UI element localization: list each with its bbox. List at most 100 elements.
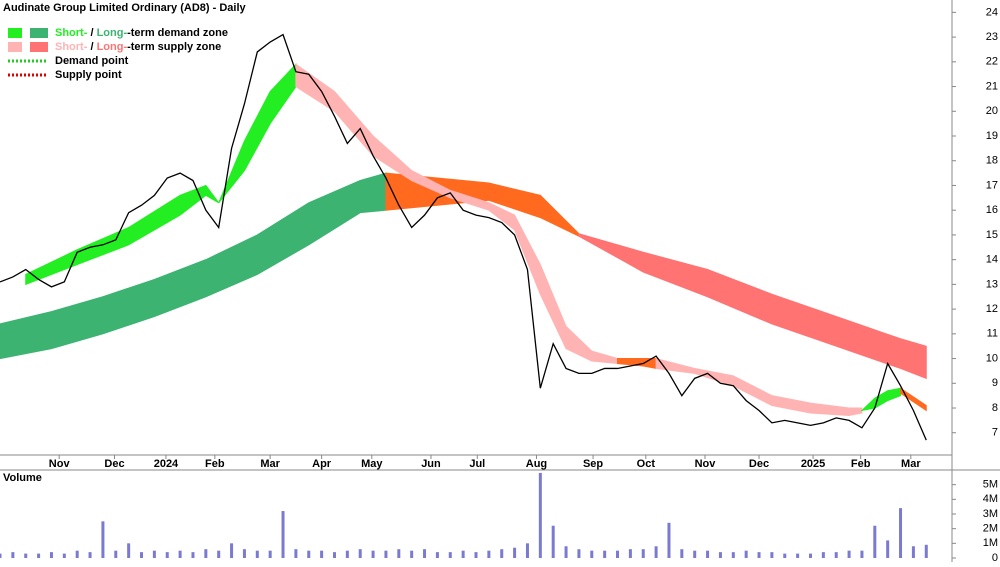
y-tick-label: 22	[986, 56, 998, 68]
volume-bar	[11, 552, 15, 558]
volume-bar	[127, 543, 131, 558]
zone	[900, 387, 927, 412]
y-tick-label: 18	[986, 155, 998, 167]
volume-bar	[667, 522, 671, 558]
x-tick-label: Feb	[851, 458, 871, 470]
price-line	[0, 33, 927, 441]
volume-bar	[641, 549, 645, 558]
legend-sep: /	[87, 41, 96, 53]
volume-bar	[294, 549, 298, 558]
volume-bar	[808, 553, 812, 558]
volume-bar	[847, 550, 851, 558]
volume-bar	[744, 550, 748, 558]
volume-bar	[525, 543, 529, 558]
volume-bar	[332, 552, 336, 558]
volume-bar	[230, 543, 234, 558]
volume-bar	[706, 550, 710, 558]
x-tick-label: May	[361, 458, 383, 470]
y-tick-label: 13	[986, 278, 998, 290]
legend-swatch	[8, 28, 22, 38]
y-tick-label: 21	[986, 80, 998, 92]
legend-swatch	[8, 42, 22, 52]
legend-short: Short-	[55, 41, 88, 53]
volume-bar	[513, 547, 517, 558]
volume-bar	[886, 540, 890, 558]
x-tick-label: Mar	[260, 458, 280, 470]
volume-bar	[410, 550, 414, 558]
volume-bar	[358, 549, 362, 558]
y-tick-label: 4M	[983, 493, 998, 505]
volume-bar	[564, 546, 568, 558]
volume-bar	[474, 552, 478, 558]
volume-bar	[178, 550, 182, 558]
x-tick-label: Apr	[312, 458, 332, 470]
x-tick-label: Mar	[901, 458, 921, 470]
volume-bar	[873, 525, 877, 558]
volume-bar	[796, 553, 800, 558]
volume-bar	[577, 549, 581, 558]
volume-bar	[204, 549, 208, 558]
volume-bar	[435, 552, 439, 558]
volume-bar	[551, 525, 555, 558]
volume-bar	[384, 550, 388, 558]
volume-bar	[899, 508, 903, 558]
legend-swatch	[30, 42, 48, 52]
volume-bar	[397, 549, 401, 558]
volume-bar	[783, 553, 787, 558]
zone	[578, 233, 927, 380]
legend-label: Supply point	[55, 69, 122, 81]
y-tick-label: 7	[992, 427, 998, 439]
volume-bar	[654, 546, 658, 558]
y-tick-label: 20	[986, 105, 998, 117]
y-tick-label: 0	[992, 552, 998, 562]
panel-title: Volume	[3, 472, 42, 484]
x-tick-label: Oct	[637, 458, 656, 470]
legend-long: Long-	[97, 41, 128, 53]
y-tick-label: 12	[986, 303, 998, 315]
legend-label: Short- / Long--term supply zone	[55, 41, 221, 53]
x-tick-label: Feb	[205, 458, 225, 470]
y-tick-label: 24	[986, 6, 998, 18]
volume-bar	[307, 550, 311, 558]
x-tick-label: 2024	[154, 458, 179, 470]
volume-bar	[770, 552, 774, 558]
volume-bar	[461, 550, 465, 558]
x-tick-label: Sep	[583, 458, 603, 470]
y-tick-label: 23	[986, 31, 998, 43]
volume-bar	[616, 550, 620, 558]
volume-bar	[191, 552, 195, 558]
volume-bar	[255, 550, 259, 558]
x-tick-label: Jun	[421, 458, 441, 470]
volume-bar	[152, 550, 156, 558]
y-tick-label: 14	[986, 254, 998, 266]
volume-bar	[0, 553, 2, 558]
volume-bar	[448, 552, 452, 558]
volume-bar	[281, 511, 285, 558]
volume-bar	[924, 544, 928, 558]
volume-bar	[268, 550, 272, 558]
legend-swatch	[30, 28, 48, 38]
y-tick-label: 11	[987, 328, 998, 340]
volume-bar	[49, 552, 53, 558]
x-tick-label: Jul	[469, 458, 485, 470]
volume-bar	[24, 553, 28, 558]
legend-text: -term supply zone	[127, 41, 221, 53]
volume-bar	[371, 550, 375, 558]
volume-bar	[217, 550, 221, 558]
volume-bar	[590, 550, 594, 558]
volume-bar	[75, 550, 79, 558]
x-tick-label: Nov	[49, 458, 71, 470]
chart-title: Audinate Group Limited Ordinary (AD8) - …	[3, 2, 247, 14]
legend-label: Demand point	[55, 55, 129, 67]
volume-bar	[821, 552, 825, 558]
volume-bar	[242, 549, 246, 558]
volume-bar	[88, 552, 92, 558]
y-tick-label: 16	[986, 204, 998, 216]
volume-bar	[37, 553, 41, 558]
y-tick-label: 2M	[983, 523, 998, 535]
volume-bar	[693, 550, 697, 558]
y-tick-label: 17	[986, 179, 998, 191]
volume-bar	[680, 549, 684, 558]
volume-bar	[423, 549, 427, 558]
